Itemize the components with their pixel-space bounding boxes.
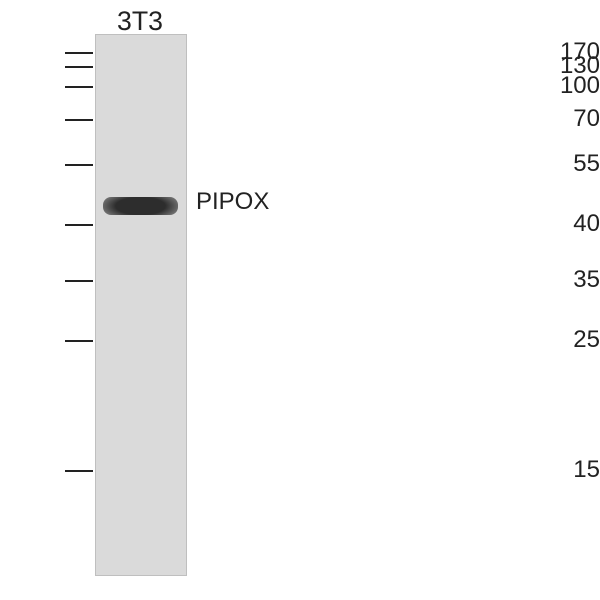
ladder-label: 100 bbox=[538, 74, 600, 98]
ladder-label: 70 bbox=[538, 107, 600, 131]
ladder-label: 40 bbox=[538, 212, 600, 236]
ladder-tick bbox=[65, 66, 93, 68]
ladder-tick bbox=[65, 470, 93, 472]
ladder-tick bbox=[65, 340, 93, 342]
ladder-label: 15 bbox=[538, 458, 600, 482]
ladder-tick bbox=[65, 52, 93, 54]
ladder-tick bbox=[65, 164, 93, 166]
ladder-label: 25 bbox=[538, 328, 600, 352]
ladder-tick bbox=[65, 86, 93, 88]
ladder-label: 55 bbox=[538, 152, 600, 176]
lane-header: 3T3 bbox=[95, 6, 185, 37]
band-label: PIPOX bbox=[196, 188, 269, 216]
ladder-tick bbox=[65, 280, 93, 282]
ladder-tick bbox=[65, 224, 93, 226]
ladder-label: 35 bbox=[538, 268, 600, 292]
ladder-tick bbox=[65, 119, 93, 121]
blot-band-pipox bbox=[103, 197, 178, 215]
western-blot-figure: 3T3170130100705540352515PIPOX bbox=[0, 0, 600, 600]
blot-lane bbox=[95, 34, 187, 576]
